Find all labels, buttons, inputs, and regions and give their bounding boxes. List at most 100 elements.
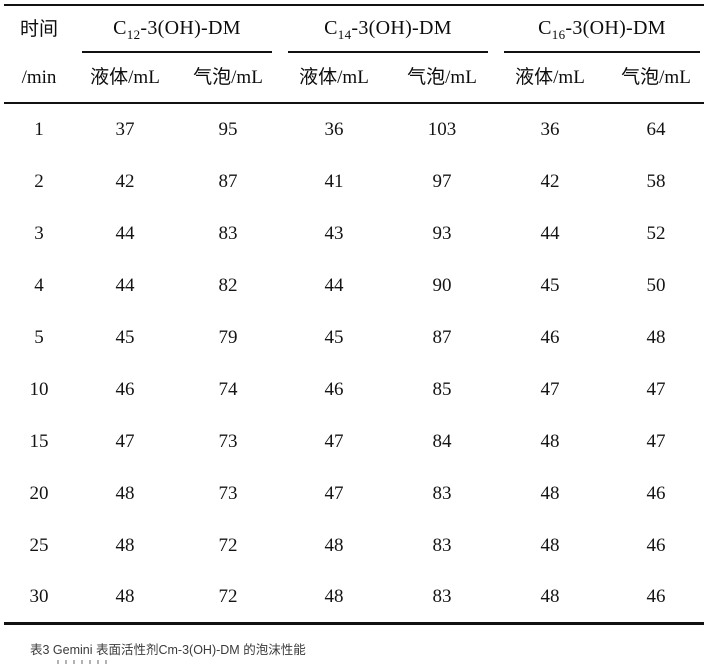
group-c14-suffix: -3(OH)-DM	[351, 17, 452, 39]
cell-value: 44	[115, 222, 135, 244]
time-header-line2: /min	[4, 53, 74, 104]
cell-value: 93	[432, 222, 452, 244]
group-c12-subscript: 12	[126, 27, 141, 42]
cell-value: 48	[115, 534, 135, 556]
group-c12-suffix: -3(OH)-DM	[140, 17, 241, 39]
cell-value: 36	[540, 119, 560, 140]
cell-value: 58	[646, 170, 666, 192]
cell-value: 95	[218, 119, 238, 140]
cell-value: 87	[432, 326, 452, 348]
subheader-bubble-c16: 气泡/mL	[604, 53, 704, 104]
cell-value: 82	[218, 274, 238, 296]
group-c16-suffix: -3(OH)-DM	[565, 17, 666, 39]
cell-value: 90	[432, 274, 452, 296]
cell-value: 73	[218, 430, 238, 452]
table-row: 1 37 95 36 103 36 64	[4, 103, 704, 155]
table-body: 1 37 95 36 103 36 64 2 42 87 41 97 42 58 3 44 83 43 93 44 52…	[4, 103, 704, 623]
cell-time: 30	[29, 585, 49, 607]
cell-time: 10	[29, 378, 49, 400]
group-c14-prefix: C	[324, 17, 338, 39]
cell-value: 46	[646, 534, 666, 556]
group-header-c14: C14-3(OH)-DM	[280, 5, 496, 53]
table-row: 2 42 87 41 97 42 58	[4, 155, 704, 207]
cell-value: 45	[115, 326, 135, 348]
cell-value: 48	[646, 326, 666, 348]
table-row: 20 48 73 47 83 48 46	[4, 467, 704, 519]
subheader-liquid-c14: 液体/mL	[280, 53, 388, 104]
cell-value: 97	[432, 170, 452, 192]
cell-value: 83	[218, 222, 238, 244]
cell-value: 83	[432, 482, 452, 504]
cell-value: 47	[324, 482, 344, 504]
table-caption: 表3 Gemini 表面活性剂Cm-3(OH)-DM 的泡沫性能	[30, 643, 306, 657]
time-header-line1: 时间	[19, 19, 58, 40]
table-row: 15 47 73 47 84 48 47	[4, 415, 704, 467]
table-row: 3 44 83 43 93 44 52	[4, 207, 704, 259]
cell-value: 42	[115, 170, 135, 192]
cell-time: 1	[34, 119, 44, 140]
cell-value: 83	[432, 585, 452, 607]
cell-value: 44	[324, 274, 344, 296]
cell-value: 48	[324, 534, 344, 556]
table-row: 10 46 74 46 85 47 47	[4, 363, 704, 415]
table-sub-header-row: /min 液体/mL 气泡/mL 液体/mL 气泡/mL 液体/mL 气泡/mL	[4, 53, 704, 104]
cell-value: 72	[218, 585, 238, 607]
cell-value: 46	[646, 585, 666, 607]
cell-value: 48	[540, 482, 560, 504]
table-group-header-row: 时间 C12-3(OH)-DM C14-3(OH)-DM C16-3(OH)-D…	[4, 5, 704, 53]
cell-value: 45	[540, 274, 560, 296]
subheader-bubble-c14: 气泡/mL	[388, 53, 496, 104]
group-header-c12: C12-3(OH)-DM	[74, 5, 280, 53]
cell-value: 84	[432, 430, 452, 452]
cell-time: 4	[34, 274, 44, 296]
cell-value: 52	[646, 222, 666, 244]
cell-value: 45	[324, 326, 344, 348]
cell-value: 72	[218, 534, 238, 556]
cell-value: 48	[540, 534, 560, 556]
cell-value: 46	[324, 378, 344, 400]
cell-value: 43	[324, 222, 344, 244]
cell-value: 44	[115, 274, 135, 296]
cell-value: 79	[218, 326, 238, 348]
cell-value: 48	[540, 585, 560, 607]
cell-value: 48	[324, 585, 344, 607]
table-row: 4 44 82 44 90 45 50	[4, 259, 704, 311]
cell-value: 47	[646, 378, 666, 400]
cell-value: 47	[540, 378, 560, 400]
cell-value: 47	[324, 430, 344, 452]
cell-value: 48	[115, 482, 135, 504]
cell-value: 50	[646, 274, 666, 296]
subheader-bubble-c12: 气泡/mL	[176, 53, 280, 104]
cell-time: 25	[29, 534, 49, 556]
foam-performance-table: 时间 C12-3(OH)-DM C14-3(OH)-DM C16-3(OH)-D…	[4, 4, 704, 625]
cell-value: 42	[540, 170, 560, 192]
cell-time: 15	[29, 430, 49, 452]
cell-value: 46	[540, 326, 560, 348]
cell-value: 48	[540, 430, 560, 452]
cell-value: 36	[324, 119, 344, 140]
truncated-text-remnant	[57, 660, 107, 664]
cell-time: 5	[34, 326, 44, 348]
page: 时间 C12-3(OH)-DM C14-3(OH)-DM C16-3(OH)-D…	[0, 4, 704, 666]
cell-value: 37	[115, 119, 135, 140]
cell-value: 46	[115, 378, 135, 400]
group-c12-prefix: C	[113, 17, 127, 39]
cell-value: 47	[115, 430, 135, 452]
subheader-liquid-c12: 液体/mL	[74, 53, 176, 104]
cell-value: 46	[646, 482, 666, 504]
table-row: 25 48 72 48 83 48 46	[4, 519, 704, 571]
cell-value: 83	[432, 534, 452, 556]
cell-value: 64	[646, 119, 666, 140]
cell-time: 2	[34, 170, 44, 192]
cell-time: 3	[34, 222, 44, 244]
cell-value: 41	[324, 170, 344, 192]
table-row: 30 48 72 48 83 48 46	[4, 571, 704, 623]
cell-value: 85	[432, 378, 452, 400]
cell-value: 47	[646, 430, 666, 452]
subheader-liquid-c16: 液体/mL	[496, 53, 604, 104]
cell-value: 73	[218, 482, 238, 504]
table-row: 5 45 79 45 87 46 48	[4, 311, 704, 363]
group-header-c16: C16-3(OH)-DM	[496, 5, 704, 53]
cell-value: 74	[218, 378, 238, 400]
group-c14-subscript: 14	[337, 27, 352, 42]
